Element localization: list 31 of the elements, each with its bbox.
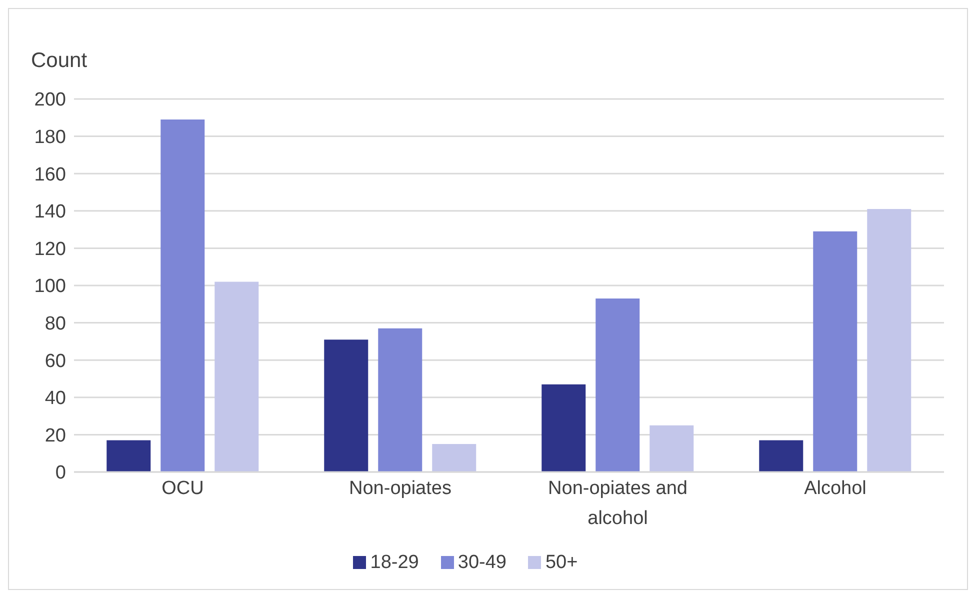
bar (378, 328, 422, 472)
bar (106, 440, 151, 472)
bar (160, 120, 205, 472)
x-tick-label: OCU (162, 478, 204, 499)
y-tick-label: 40 (44, 388, 66, 410)
y-tick-label: 160 (34, 164, 66, 186)
y-tick-label: 180 (34, 127, 66, 148)
x-tick-label: Alcohol (804, 478, 866, 499)
y-tick-label: 20 (44, 425, 66, 446)
bar (813, 231, 858, 472)
legend-label: 18-29 (370, 552, 419, 573)
bar (759, 440, 804, 472)
bar (214, 282, 259, 472)
bar (432, 444, 476, 472)
legend-label: 30-49 (458, 552, 506, 573)
bar (596, 298, 640, 472)
bar (324, 340, 368, 472)
x-tick-label: Non-opiates and alcohol (548, 478, 688, 529)
y-tick-label: 120 (34, 238, 66, 260)
bar (650, 425, 694, 472)
legend-label: 50+ (545, 552, 578, 573)
y-tick-label: 80 (44, 314, 66, 335)
y-tick-label: 100 (34, 276, 66, 298)
bar (542, 384, 586, 472)
y-tick-label: 140 (34, 202, 66, 223)
bar (867, 209, 912, 472)
y-axis-title: Count (31, 49, 88, 73)
y-tick-label: 200 (34, 90, 66, 111)
x-tick-label: Non-opiates (349, 478, 452, 499)
y-tick-label: 60 (44, 350, 66, 372)
y-tick-label: 0 (55, 462, 66, 484)
